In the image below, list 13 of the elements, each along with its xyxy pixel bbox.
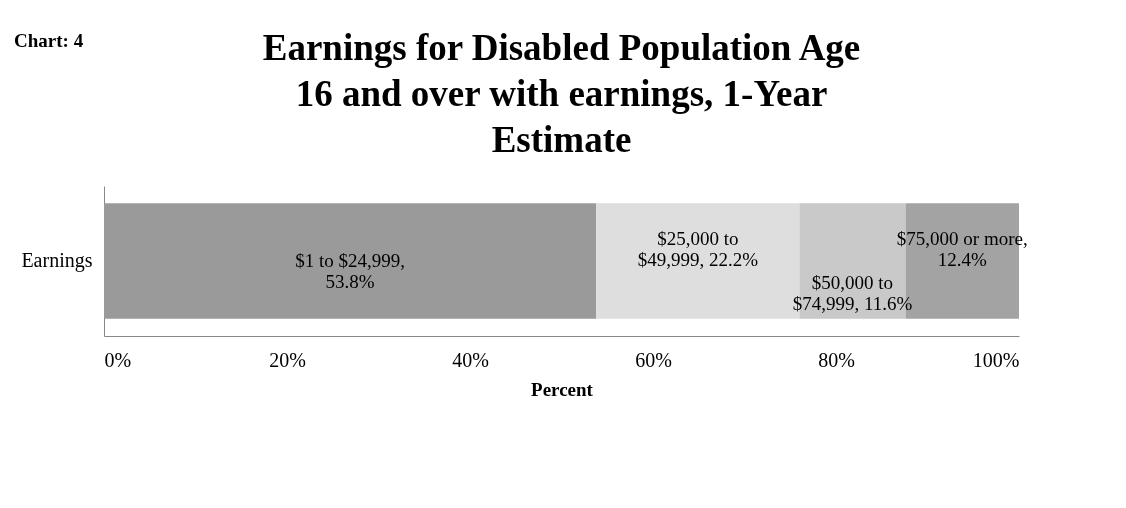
x-tick-label: 100% (972, 348, 1020, 371)
x-tick-label: 60% (635, 348, 672, 371)
text: Chart: 4 (14, 30, 84, 52)
data-label: $1 to $24,999, 53.8% (295, 250, 406, 292)
x-tick-label: 40% (452, 348, 489, 371)
y-tick-label: Earnings (21, 249, 93, 272)
x-axis-title: Percent (531, 378, 594, 400)
data-label: $25,000 to $49,999, 22.2% (637, 228, 759, 270)
x-tick-label: 20% (269, 348, 306, 371)
x-tick-label: 0% (104, 348, 132, 371)
x-tick-label: 80% (818, 348, 855, 371)
chart-title: Earnings for Disabled Population Age 16 and over with earnings, 1-Year Estimate (262, 27, 861, 160)
data-label: $50,000 to $74,999, 11.6% (792, 272, 913, 314)
